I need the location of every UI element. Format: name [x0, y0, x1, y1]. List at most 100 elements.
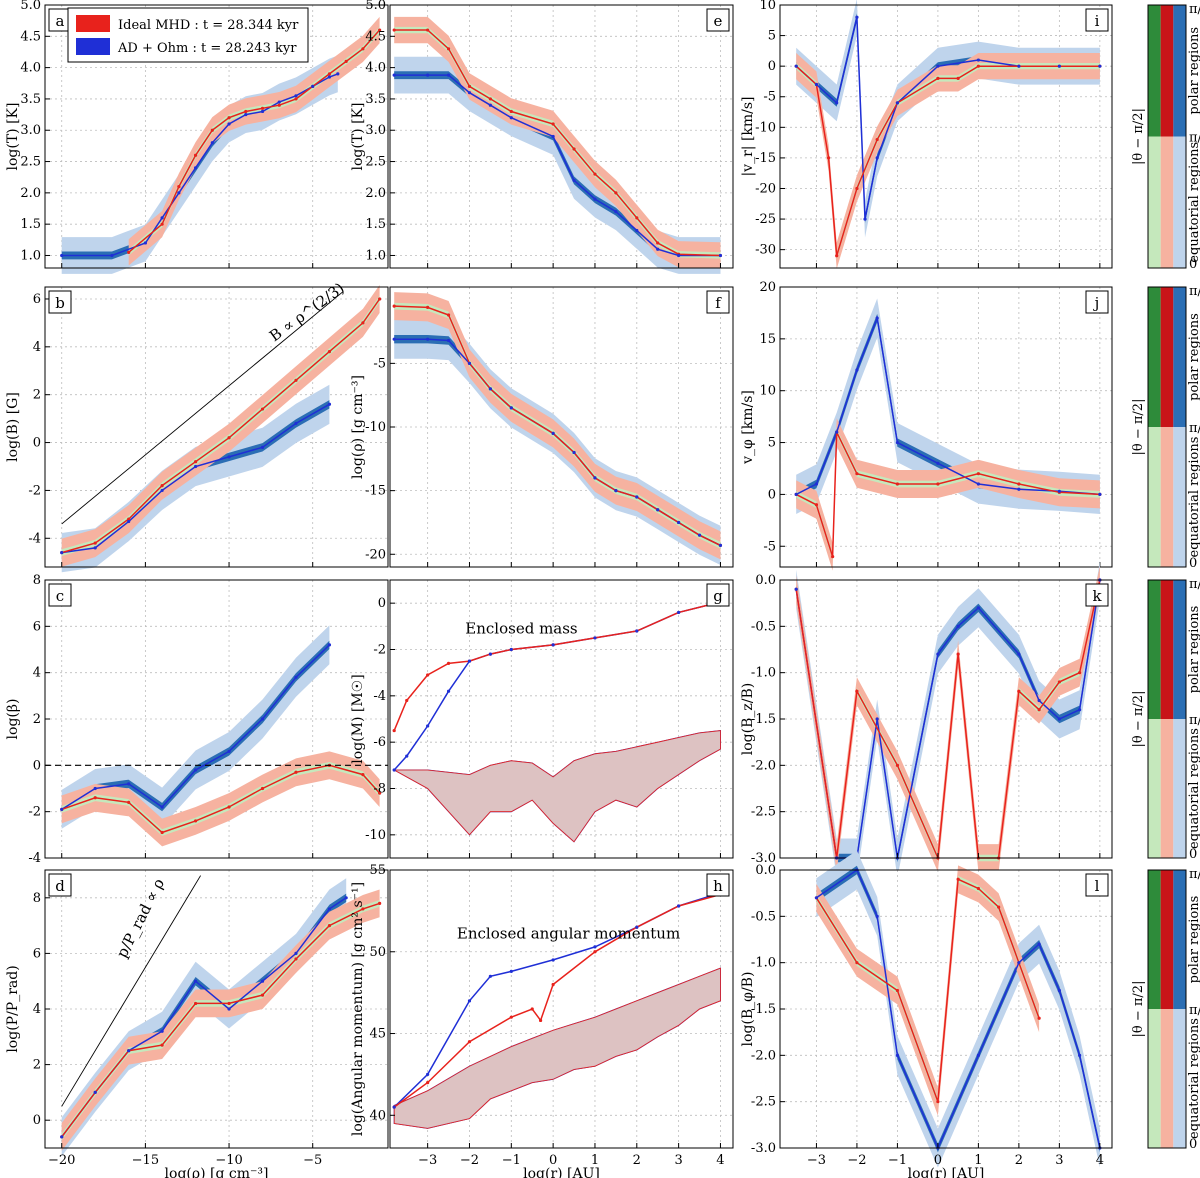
point-ad: [855, 15, 859, 19]
x-tick-label: 3: [1055, 1153, 1063, 1168]
envelope-ideal-green: [61, 762, 380, 836]
y-tick-label: 10: [759, 0, 776, 13]
point-ad: [93, 1090, 97, 1094]
colorbar-j: π/2 π/4 0 polar regions equatorial regions |θ…: [1131, 284, 1200, 571]
colorbar-polar-segment: [1160, 870, 1174, 1009]
y-tick-label: 55: [369, 863, 386, 878]
point-ideal: [127, 250, 131, 254]
slope-reference-line: [61, 291, 344, 525]
y-tick-label: 5.0: [365, 0, 386, 13]
envelope-ideal-light: [796, 53, 1100, 269]
x-tick-label: −10: [215, 1153, 242, 1168]
legend: Ideal MHD : t = 28.344 kyr AD + Ohm : t …: [67, 7, 309, 63]
point-ad: [976, 58, 980, 62]
envelope-ad-light: [61, 878, 347, 1157]
point-ad: [635, 925, 639, 929]
point-ideal: [227, 436, 231, 440]
panel-letter-box: [706, 8, 730, 32]
point-ideal: [976, 886, 980, 891]
y-tick-label: -15: [365, 484, 386, 499]
y-tick-label: 8: [33, 573, 41, 588]
point-ideal: [405, 698, 409, 703]
point-ad: [227, 122, 231, 126]
point-ad: [467, 91, 472, 95]
axes-frame: [779, 4, 1113, 269]
colorbar-polar-segment: [1148, 287, 1161, 427]
y-tick-label: 3.0: [20, 123, 41, 138]
x-tick-label: −3: [418, 1153, 437, 1168]
point-ad: [392, 1105, 396, 1109]
point-ad: [593, 197, 597, 201]
axes-frame: [44, 4, 389, 269]
y-tick-label: -3.0: [751, 1141, 776, 1156]
point-ideal: [936, 1100, 940, 1104]
y-tick-label: 0: [378, 596, 386, 611]
point-ad: [551, 134, 555, 139]
point-ad: [814, 482, 819, 486]
point-ad: [593, 476, 597, 480]
slope-reference-line: [61, 875, 201, 1107]
panel-letter-box: [706, 290, 730, 314]
y-axis-label: v_φ [km/s]: [740, 390, 756, 465]
colorbar-tick-label: 0: [1189, 257, 1197, 272]
panel-f: -20 -15 -10 -5 log(ρ) [g cm⁻³] f: [350, 286, 734, 568]
colorbar-polar-segment: [1148, 580, 1161, 719]
y-tick-label: -3.0: [751, 851, 776, 866]
point-ideal: [956, 877, 960, 881]
point-ad: [593, 636, 597, 640]
point-ideal: [936, 482, 940, 486]
point-ad: [635, 495, 639, 499]
x-tick-label: 3: [674, 1153, 682, 1168]
x-tick-label: 0: [549, 1153, 557, 1168]
y-tick-label: 2.5: [365, 155, 386, 170]
panel-letter: e: [714, 12, 723, 30]
point-ideal: [976, 64, 980, 68]
series-ideal-line: [393, 601, 721, 731]
point-ideal: [426, 305, 430, 309]
colorbar-polar-segment: [1173, 580, 1186, 719]
y-tick-label: -2: [373, 643, 386, 658]
x-tick-label: 2: [633, 1153, 641, 1168]
point-ad: [1017, 487, 1021, 491]
colorbar-tick-label: π/2: [1189, 2, 1200, 17]
point-ideal: [392, 304, 396, 308]
point-ideal: [1017, 482, 1021, 486]
panel-letter: h: [713, 877, 723, 895]
point-ideal: [1078, 671, 1082, 675]
y-tick-label: -1.5: [751, 1002, 776, 1017]
legend-swatch-ideal: [76, 15, 110, 32]
panel-h: Enclosed angular momentum 40 45 50 55 −3 −2 −1 0…: [350, 863, 734, 1178]
point-ad: [260, 109, 265, 114]
axes-frame: [389, 869, 734, 1149]
y-tick-label: -2.5: [751, 1095, 776, 1110]
y-tick-label: -4: [373, 689, 386, 704]
y-tick-label: 0: [33, 1113, 41, 1128]
point-ideal: [294, 770, 298, 774]
y-tick-label: -5: [373, 356, 386, 371]
point-ideal: [378, 791, 382, 795]
point-ideal: [509, 109, 513, 114]
series-ideal-line: [394, 29, 721, 257]
colorbar-tick-label: 0: [1189, 556, 1197, 571]
point-ad: [160, 216, 164, 220]
point-ad: [467, 659, 472, 663]
y-tick-label: 4: [33, 666, 41, 681]
point-ad: [467, 999, 472, 1003]
colorbar-tick-label: π/4: [1189, 421, 1200, 436]
point-ad: [656, 247, 660, 251]
point-ad: [677, 520, 681, 525]
y-tick-label: 3.5: [365, 92, 386, 107]
point-ad: [718, 543, 723, 547]
y-tick-label: 6: [33, 292, 41, 307]
point-ad: [60, 1135, 64, 1139]
point-ad: [327, 402, 332, 406]
envelope-ideal-light: [394, 292, 721, 560]
x-axis-label: log(ρ) [g cm⁻³]: [165, 1166, 269, 1178]
y-axis-label: log(B_z/B): [740, 683, 756, 755]
y-axis-label: log(T) [K]: [350, 103, 366, 171]
panel-letter: l: [1095, 877, 1100, 895]
point-ideal: [446, 47, 451, 51]
point-ad: [244, 112, 248, 117]
local-distribution-ideal: [392, 730, 721, 843]
